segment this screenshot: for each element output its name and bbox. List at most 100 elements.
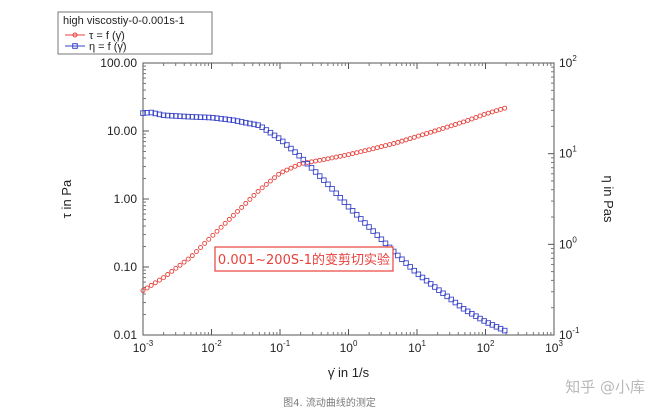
eta-marker <box>374 232 381 238</box>
eta-marker <box>144 110 150 116</box>
eta-marker <box>382 240 389 247</box>
eta-marker <box>341 199 348 205</box>
eta-marker <box>210 114 216 121</box>
tau-marker <box>206 236 212 242</box>
tau-marker <box>440 125 446 131</box>
tau-marker <box>235 208 240 214</box>
eta-marker <box>169 112 175 119</box>
y2-axis-label: η in Pas <box>601 176 616 223</box>
eta-marker <box>238 119 245 125</box>
eta-marker <box>275 135 282 141</box>
eta-marker <box>362 220 368 226</box>
y-tick-label: 0.10 <box>114 260 138 274</box>
x-tick-label: 101 <box>408 339 426 355</box>
eta-marker <box>279 138 286 145</box>
eta-marker <box>501 327 508 334</box>
eta-marker <box>214 115 220 121</box>
eta-marker <box>230 117 237 124</box>
eta-marker <box>173 113 179 119</box>
eta-marker <box>407 264 413 270</box>
series-tau <box>140 105 508 294</box>
tau-marker <box>255 188 261 194</box>
eta-marker <box>432 284 438 290</box>
tau-marker <box>173 265 179 271</box>
legend-marker-circle <box>72 32 78 38</box>
tau-marker <box>432 128 438 134</box>
x-tick-label: 103 <box>545 339 563 355</box>
figure-caption: 图4. 流动曲线的测定 <box>283 398 376 409</box>
eta-marker <box>353 212 360 218</box>
eta-marker <box>444 293 450 300</box>
tau-marker <box>485 110 491 116</box>
tau-marker <box>218 224 224 230</box>
eta-marker <box>411 267 418 274</box>
eta-marker <box>242 119 249 126</box>
eta-marker <box>226 116 233 123</box>
eta-marker <box>185 113 191 120</box>
legend-box <box>57 11 213 55</box>
eta-marker <box>399 256 405 263</box>
tau-marker <box>148 282 154 288</box>
tau-marker <box>415 133 421 139</box>
eta-marker <box>415 271 422 278</box>
tau-marker <box>461 119 467 125</box>
tau-marker <box>247 196 253 202</box>
eta-marker <box>148 109 154 116</box>
tau-marker <box>177 262 183 268</box>
eta-marker <box>358 216 364 222</box>
tau-marker <box>481 112 487 117</box>
x-tick-label: 10-1 <box>270 339 291 355</box>
eta-marker <box>436 287 442 293</box>
eta-marker <box>156 111 163 118</box>
tau-marker <box>156 277 162 283</box>
y-tick-label: 100.00 <box>100 56 137 70</box>
tau-marker <box>222 220 228 226</box>
legend-marker-square <box>72 43 78 49</box>
eta-marker <box>403 260 409 266</box>
legend-entry: τ = f (γ̇) <box>89 30 125 42</box>
tau-marker <box>263 181 269 187</box>
eta-marker <box>160 112 167 119</box>
eta-marker <box>378 236 385 242</box>
tau-marker <box>239 204 245 210</box>
eta-marker <box>296 152 302 159</box>
eta-marker <box>329 186 335 192</box>
eta-marker <box>251 121 257 128</box>
eta-marker <box>370 228 376 234</box>
tau-marker <box>477 113 483 119</box>
tau-marker <box>436 127 442 133</box>
annotation-box <box>214 246 394 272</box>
eta-marker <box>427 281 434 287</box>
x-tick-label: 10-3 <box>133 339 154 355</box>
tau-marker <box>494 108 499 114</box>
eta-marker <box>247 120 253 127</box>
tau-marker <box>457 120 462 126</box>
tau-marker <box>448 123 454 129</box>
eta-marker <box>292 149 298 155</box>
eta-marker <box>234 118 241 124</box>
eta-marker <box>181 113 187 120</box>
tau-marker <box>489 109 495 115</box>
eta-marker <box>304 160 311 167</box>
watermark: 知乎 @小库 <box>565 378 645 396</box>
tau-marker <box>411 134 417 140</box>
tau-marker <box>267 178 273 184</box>
y2-tick-label: 10-1 <box>559 326 580 342</box>
legend: high viscostiy-0-0.001s-1 τ = f (γ̇)η = f… <box>57 11 213 55</box>
tau-marker <box>473 115 479 120</box>
eta-marker <box>325 181 331 188</box>
plot-frame <box>142 62 555 336</box>
eta-marker <box>366 224 372 230</box>
y-tick-label: 1.00 <box>114 192 138 206</box>
eta-marker <box>456 302 463 309</box>
tau-marker <box>165 272 171 277</box>
tau-marker <box>444 124 450 130</box>
tau-marker <box>259 185 265 191</box>
tau-marker <box>292 163 298 169</box>
tau-marker <box>198 245 203 250</box>
tau-marker <box>169 268 175 274</box>
tau-marker <box>407 136 413 142</box>
tau-marker <box>498 106 504 112</box>
eta-marker <box>452 299 459 306</box>
tau-marker <box>193 249 199 255</box>
